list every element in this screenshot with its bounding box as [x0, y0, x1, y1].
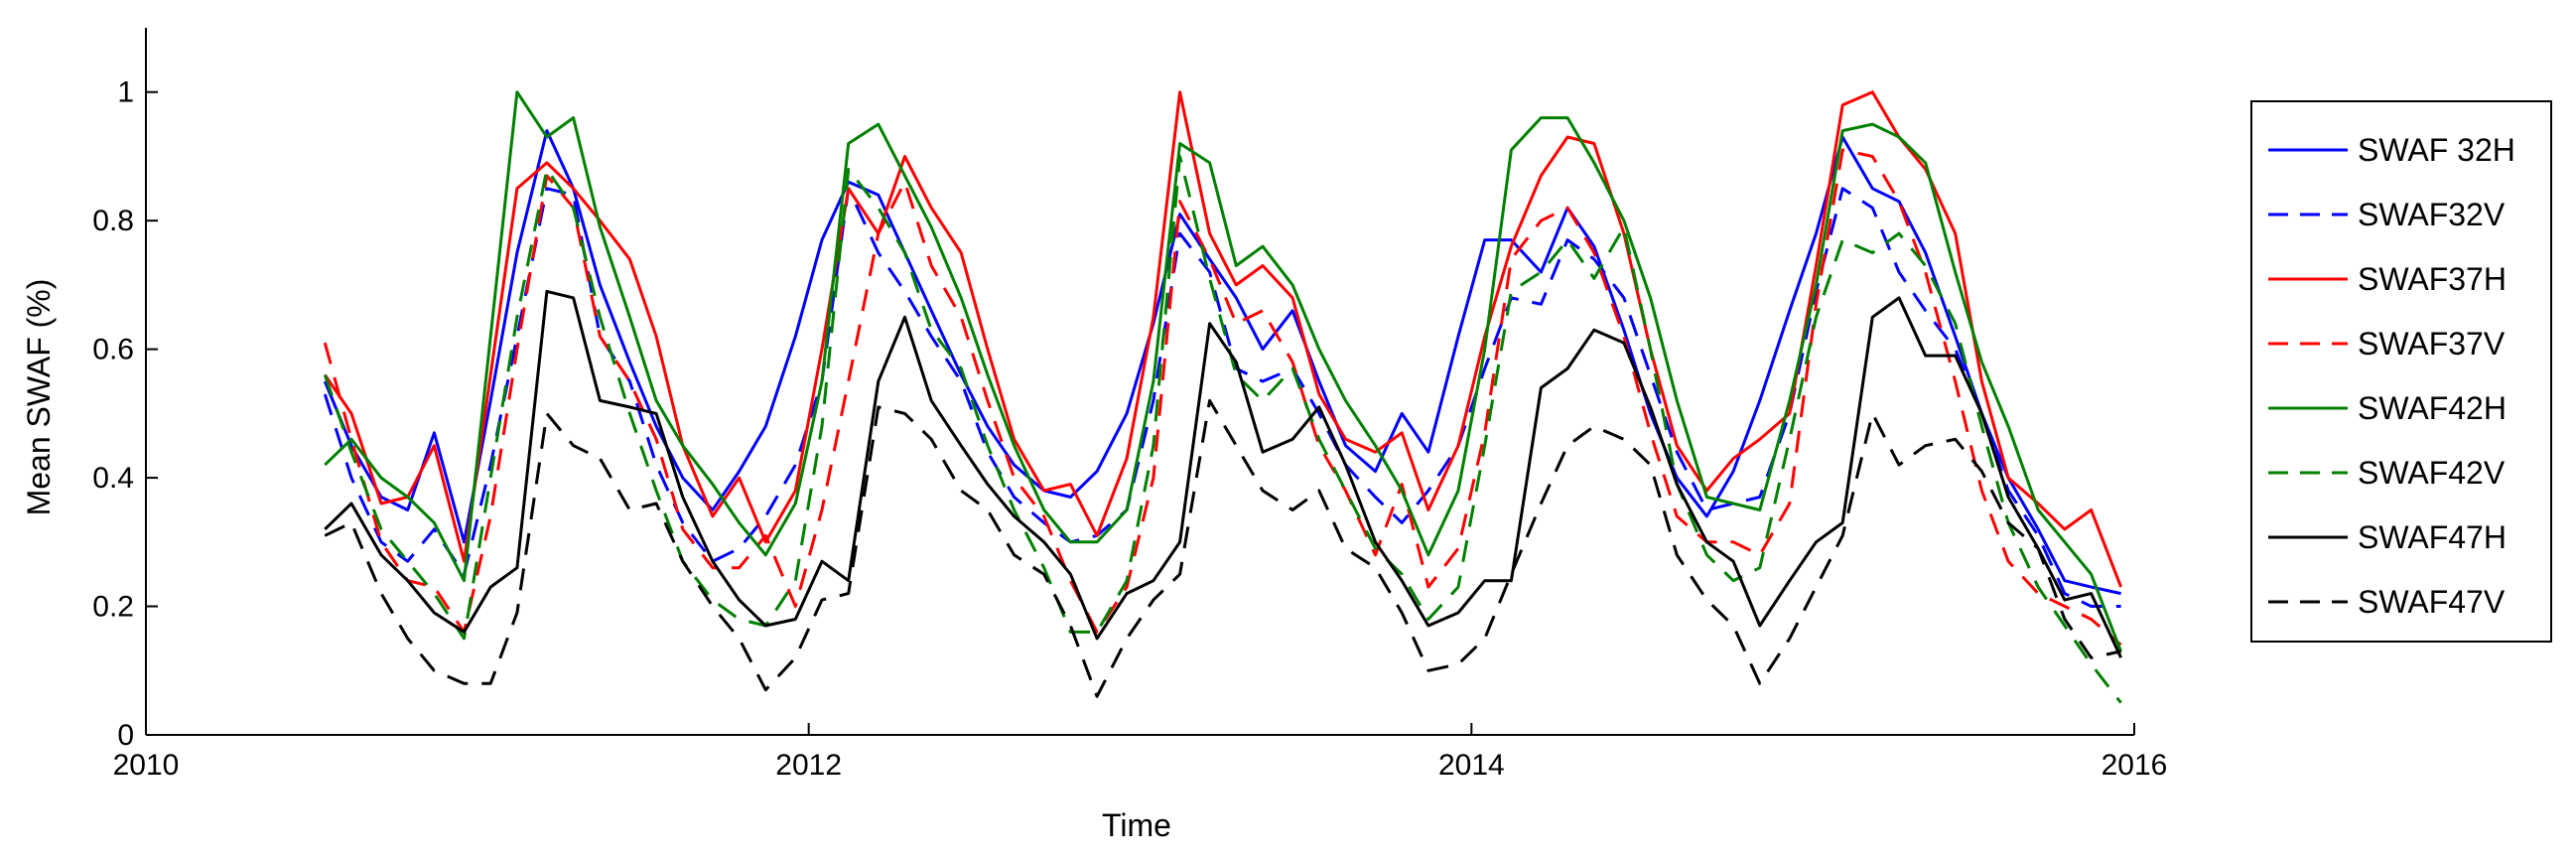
- x-tick-label: 2012: [775, 749, 842, 782]
- y-tick-label: 1: [117, 76, 134, 109]
- series-line-swaf47v: [324, 398, 2121, 698]
- series-line-swaf42v: [323, 155, 2122, 704]
- plot-area: [323, 90, 2122, 704]
- x-ticks: 2010 2012 2014 2016: [113, 723, 2168, 782]
- x-tick-label: 2010: [113, 749, 180, 782]
- legend-box: [2250, 100, 2552, 643]
- series-line-swaf37h: [324, 90, 2122, 588]
- y-tick-label: 0.8: [92, 205, 134, 237]
- legend: SWAF 32H SWAF32V SWAF37H SWAF37V SWAF42H SWAF…: [2250, 100, 2552, 643]
- y-tick-label: 0.2: [92, 591, 134, 624]
- y-ticks: 0 0.2 0.4 0.6 0.8 1: [92, 76, 158, 752]
- legend-label: SWAF47V: [2358, 584, 2506, 620]
- legend-label: SWAF32V: [2358, 197, 2506, 232]
- legend-label: SWAF42H: [2358, 390, 2507, 426]
- series-layer: [323, 90, 2122, 704]
- legend-label: SWAF37H: [2358, 261, 2507, 297]
- y-tick-label: 0.4: [92, 462, 134, 495]
- series-line-swaf47h: [324, 289, 2122, 658]
- y-axis-title: Mean SWAF (%): [21, 279, 57, 516]
- x-tick-label: 2014: [1438, 749, 1505, 782]
- y-tick-label: 0: [117, 719, 134, 752]
- legend-label: SWAF37V: [2358, 326, 2506, 361]
- legend-label: SWAF47H: [2358, 519, 2507, 555]
- x-tick-label: 2016: [2101, 749, 2168, 782]
- y-tick-label: 0.6: [92, 334, 134, 366]
- series-line-swaf37v: [323, 148, 2122, 647]
- legend-label: SWAF 32H: [2358, 132, 2515, 168]
- x-axis-title: Time: [1102, 807, 1171, 843]
- axes: 2010 2012 2014 2016 0 0.2 0.4 0.6 0.8 1: [92, 28, 2167, 782]
- series-line-swaf32h: [323, 129, 2121, 596]
- legend-label: SWAF42V: [2358, 455, 2506, 491]
- series-line-swaf42h: [324, 90, 2122, 652]
